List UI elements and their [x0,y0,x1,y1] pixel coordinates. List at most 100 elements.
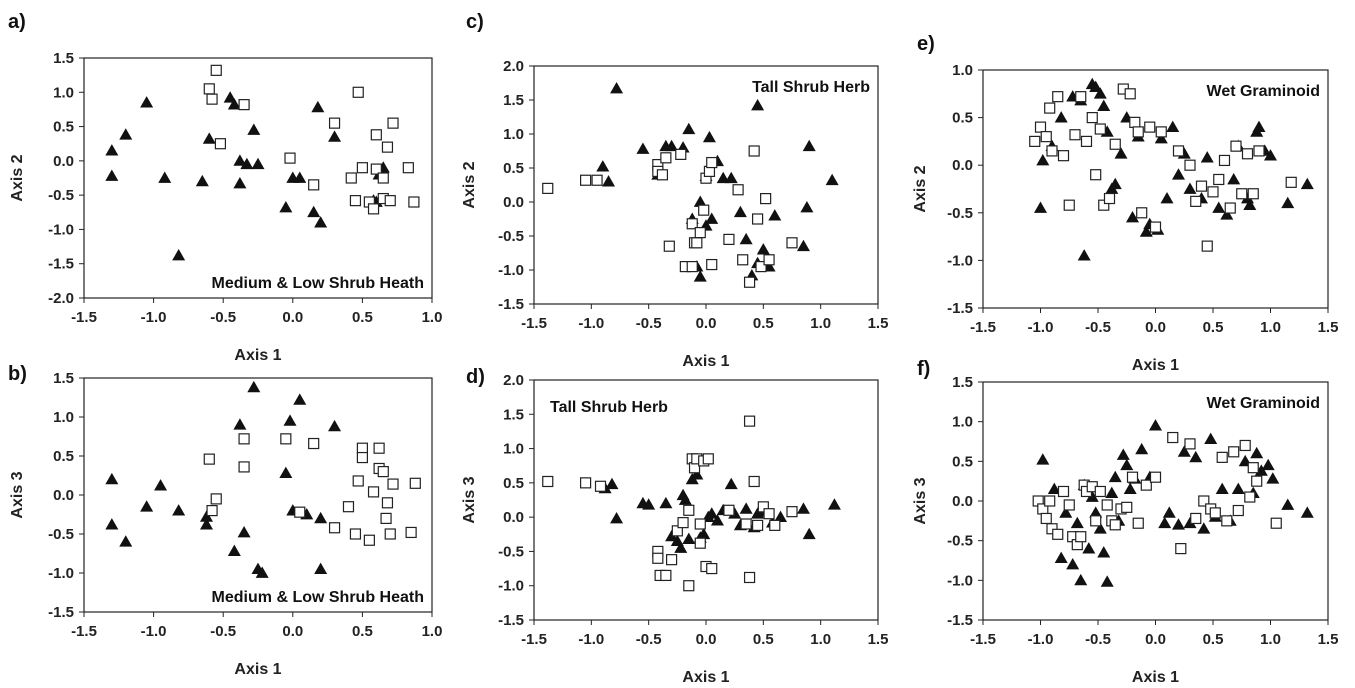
square-point [402,162,414,174]
square-point [1207,186,1219,198]
y-tick-label: 0.0 [952,493,973,510]
square-point [1098,199,1110,211]
square-point [1090,169,1102,181]
x-axis-title: Axis 1 [1132,357,1179,374]
triangle-point [1162,506,1176,518]
triangle-point [233,176,247,189]
y-tick-label: 0.0 [53,153,74,170]
x-tick-label: -1.0 [1028,631,1054,648]
triangle-point [1126,211,1139,223]
x-tick-label: 1.0 [1260,631,1281,648]
y-tick-label: -1.0 [498,262,524,279]
triangle-point [665,529,679,542]
y-tick-label: 0.0 [503,194,524,211]
triangle-point [105,144,119,156]
square-point [408,196,420,208]
square-point [1094,123,1106,135]
y-tick-label: 1.5 [503,92,524,109]
square-point [660,152,672,164]
panel-title: Tall Shrub Herb [752,79,870,96]
y-tick-label: 1.0 [503,126,524,143]
x-tick-label: 0.5 [753,315,774,332]
y-tick-label: 1.0 [952,62,973,79]
triangle-point [251,157,265,170]
panel-letter: a) [8,11,26,33]
triangle-point [751,98,765,111]
triangle-point [733,205,747,218]
triangle-point [311,100,325,113]
triangle-point [739,502,753,514]
triangle-point [314,511,328,524]
x-tick-label: 1.5 [868,631,889,648]
square-point [1086,111,1098,124]
triangle-point [233,418,247,430]
panel-b: -1.5 -1.0 -0.5 0.0 0.5 1.0 -1.5 -1.0 -0.5 0.0 0.5 1… [8,363,442,678]
square-point [757,501,769,513]
square-point [691,237,703,249]
square-point [743,571,756,584]
square-point [210,493,222,505]
square-point [1224,202,1236,214]
triangle-point [800,200,814,213]
triangle-point [796,239,810,252]
square-point [1144,121,1156,133]
triangle-point [827,498,841,510]
triangle-point [328,130,342,142]
square-point [1253,145,1265,157]
square-point [1034,121,1047,133]
y-tick-label: 1.5 [952,374,973,391]
square-point [328,117,341,129]
square-point [381,141,394,153]
square-point [1201,240,1213,252]
triangle-point [1066,557,1080,570]
square-point [1270,517,1282,529]
square-point [1075,531,1087,543]
square-point [387,478,399,490]
square-point [1184,438,1196,450]
triangle-point [314,216,328,228]
square-point [686,261,698,273]
triangle-point [642,498,656,510]
square-point [210,64,222,76]
square-point [381,497,394,509]
triangle-point [1105,486,1119,498]
square-point [405,526,417,539]
x-tick-label: 1.0 [422,309,443,326]
triangle-point [1085,490,1099,502]
square-point [1063,199,1075,211]
square-point [677,517,689,529]
panel-letter: b) [8,363,27,385]
x-tick-label: 1.0 [810,315,831,332]
triangle-point [610,81,624,94]
square-point [370,163,382,175]
y-tick-label: 0.5 [53,448,74,465]
triangle-point [1189,450,1203,463]
panel-letter: d) [466,366,485,388]
square-point [1195,180,1208,192]
triangle-point [802,139,816,152]
panel-title: Medium & Low Shrub Heath [212,589,424,606]
triangle-point [1034,201,1047,213]
triangle-point [1089,80,1103,93]
y-tick-label: 0.5 [952,453,973,470]
square-point [280,433,292,445]
triangle-point [802,527,816,540]
square-point [356,451,368,464]
x-tick-label: 0.5 [1203,631,1224,648]
panel-a: -1.5 -1.0 -0.5 0.0 0.5 1.0 -2.0 -1.5 -1.0 -0.5 0.0… [8,11,442,364]
triangle-point [682,532,696,544]
y-tick-label: -0.5 [498,228,524,245]
square-point [373,442,385,454]
x-tick-label: 1.5 [1318,631,1339,648]
triangle-point [678,493,692,505]
triangle-point [1093,522,1107,534]
y-tick-label: -1.5 [947,612,973,629]
triangle-point [1154,132,1168,144]
square-point [1175,542,1187,555]
triangle-point [710,514,724,526]
triangle-point [1220,208,1234,220]
y-tick-label: -1.5 [498,296,524,313]
square-point [349,195,362,207]
square-point [1063,499,1075,511]
triangle-point [1166,120,1180,132]
